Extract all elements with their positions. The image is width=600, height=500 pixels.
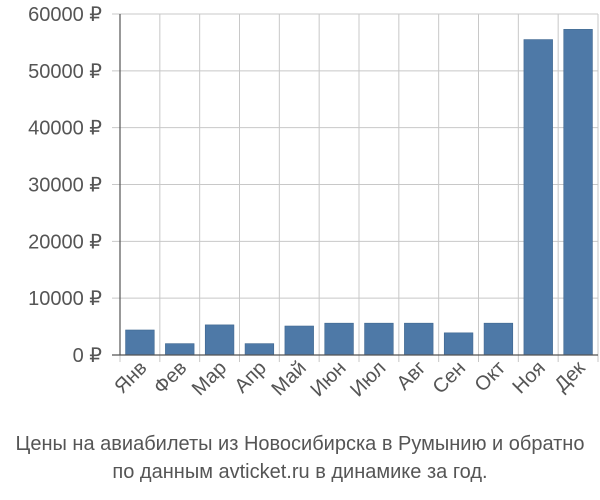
y-tick-label: 60000 ₽ xyxy=(28,4,102,26)
bar xyxy=(324,322,354,356)
x-tick-label: Янв xyxy=(110,357,151,398)
bar xyxy=(204,324,235,356)
x-tick-label: Дек xyxy=(550,357,589,396)
x-tick-label: Авг xyxy=(393,357,431,395)
bar xyxy=(483,322,514,356)
x-tick-label: Июл xyxy=(346,357,390,401)
x-tick-label: Окт xyxy=(471,357,510,396)
bar xyxy=(443,332,474,356)
bar xyxy=(244,343,275,356)
bar xyxy=(563,29,593,356)
x-tick-label: Апр xyxy=(230,357,271,398)
y-tick-label: 40000 ₽ xyxy=(28,118,102,140)
y-tick-label: 20000 ₽ xyxy=(28,231,102,253)
bar xyxy=(523,39,553,356)
bar xyxy=(404,322,434,356)
x-tick-label: Мар xyxy=(188,357,231,400)
x-tick-label: Фев xyxy=(150,357,192,399)
chart-caption-line-2: по данным avticket.ru в динамике за год. xyxy=(112,461,488,483)
chart-caption-line-1: Цены на авиабилеты из Новосибирска в Рум… xyxy=(15,433,585,455)
x-tick-label: Май xyxy=(268,357,311,400)
bar xyxy=(284,325,314,356)
bar xyxy=(125,329,155,356)
x-tick-label: Июн xyxy=(306,357,350,401)
y-tick-label: 0 ₽ xyxy=(73,345,103,367)
y-tick-label: 10000 ₽ xyxy=(28,288,102,310)
x-tick-label: Ноя xyxy=(508,357,549,398)
y-tick-label: 30000 ₽ xyxy=(28,175,102,197)
bar-chart: 0 ₽ 10000 ₽ 20000 ₽ 30000 ₽ 40000 ₽ 50000 ₽ 60… xyxy=(28,4,599,401)
x-tick-label: Сен xyxy=(429,357,470,398)
bar xyxy=(165,343,195,356)
y-tick-label: 50000 ₽ xyxy=(28,61,102,83)
bar xyxy=(364,322,394,356)
